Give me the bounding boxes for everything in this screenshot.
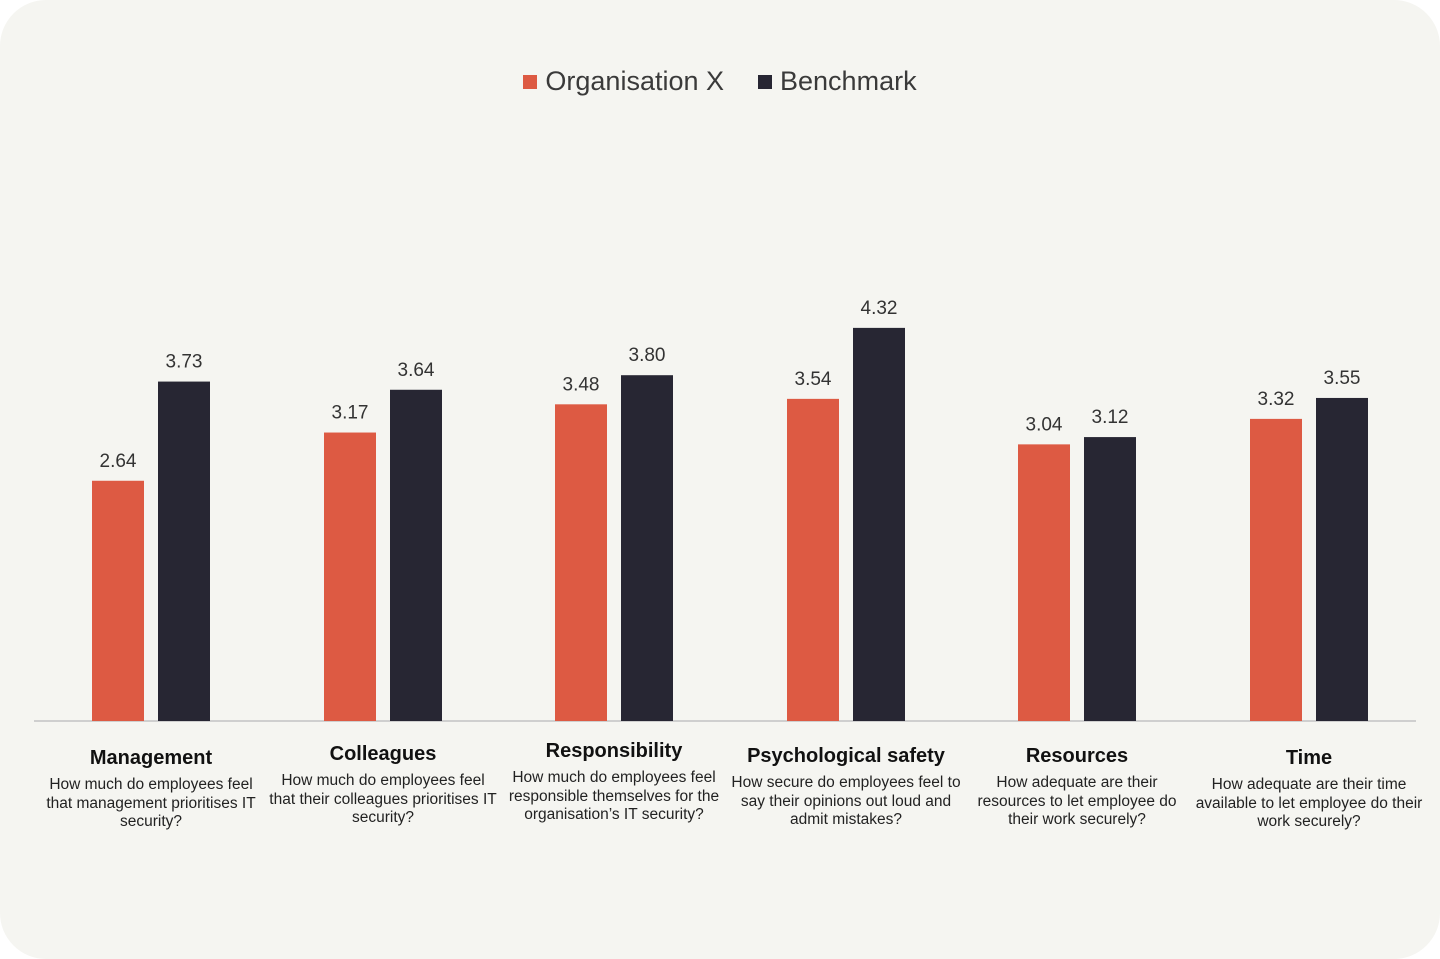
bar-benchmark-5: [1316, 397, 1368, 721]
bar-benchmark-3: [853, 327, 905, 721]
legend-item-organisation: Organisation X: [523, 66, 724, 97]
bar-benchmark-4: [1084, 437, 1136, 721]
category-description: How adequate are their resources to let …: [977, 774, 1177, 828]
bar-organisation-3: [787, 398, 839, 721]
category-label-2: Responsibility How much do employees feel…: [499, 740, 729, 825]
bar-organisation-0: [92, 480, 144, 721]
data-label-organisation-2: 3.48: [563, 374, 600, 395]
data-label-benchmark-4: 3.12: [1092, 407, 1129, 428]
legend-swatch-benchmark: [758, 74, 773, 89]
category-description: How much do employees feel that their co…: [269, 772, 497, 826]
data-label-benchmark-2: 3.80: [629, 345, 666, 366]
category-label-4: Resources How adequate are their resource…: [962, 745, 1192, 830]
data-label-benchmark-0: 3.73: [166, 352, 203, 373]
category-title: Resources: [1025, 745, 1129, 767]
data-label-benchmark-1: 3.64: [398, 360, 435, 381]
category-description: How much do employees feel that manageme…: [46, 776, 256, 830]
category-label-3: Psychological safety How secure do employ…: [731, 745, 961, 830]
legend-label-organisation: Organisation X: [545, 66, 725, 96]
data-label-benchmark-3: 4.32: [861, 298, 898, 319]
bar-organisation-2: [555, 404, 607, 721]
category-title: Responsibility: [545, 740, 683, 762]
data-label-organisation-4: 3.04: [1026, 414, 1063, 435]
bar-benchmark-2: [621, 375, 673, 721]
bar-benchmark-1: [390, 389, 442, 721]
bar-organisation-1: [324, 432, 376, 721]
legend: Organisation X Benchmark: [0, 66, 1440, 97]
category-description: How adequate are their time available to…: [1195, 776, 1423, 830]
category-title: Psychological safety: [747, 745, 945, 767]
category-title: Colleagues: [329, 743, 437, 765]
category-label-5: Time How adequate are their time availabl…: [1194, 747, 1424, 832]
data-label-organisation-3: 3.54: [795, 369, 832, 390]
legend-item-benchmark: Benchmark: [758, 66, 917, 97]
data-label-organisation-5: 3.32: [1258, 389, 1295, 410]
bar-organisation-5: [1250, 418, 1302, 721]
category-label-0: Management How much do employees feel tha…: [36, 747, 266, 832]
data-label-benchmark-5: 3.55: [1324, 368, 1361, 389]
data-label-organisation-1: 3.17: [332, 403, 369, 424]
category-title: Management: [89, 747, 213, 769]
category-title: Time: [1285, 747, 1333, 769]
bar-organisation-4: [1018, 444, 1070, 721]
legend-label-benchmark: Benchmark: [780, 66, 917, 96]
category-description: How much do employees feel responsible t…: [508, 769, 720, 823]
bar-benchmark-0: [158, 381, 210, 721]
legend-swatch-organisation: [523, 74, 538, 89]
category-description: How secure do employees feel to say thei…: [731, 774, 961, 828]
data-label-organisation-0: 2.64: [100, 451, 137, 472]
category-label-1: Colleagues How much do employees feel tha…: [268, 743, 498, 828]
